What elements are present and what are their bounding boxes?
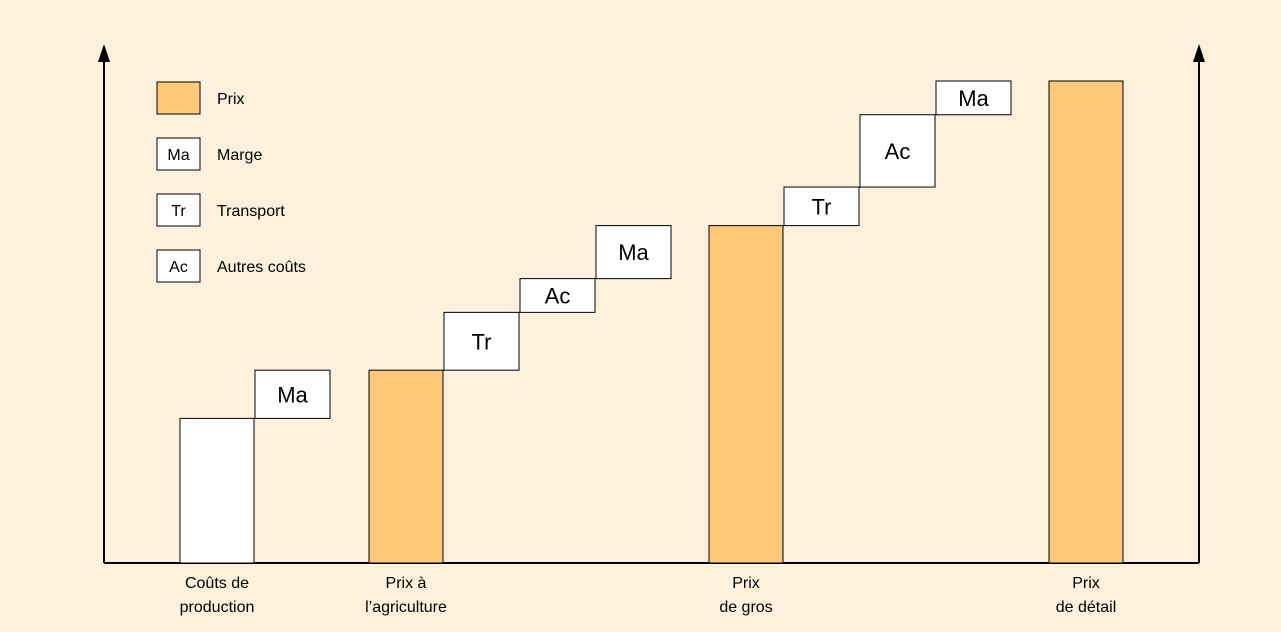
axes	[98, 44, 1205, 564]
legend-swatch-0	[156, 81, 201, 115]
step-label-1: Tr	[472, 329, 492, 354]
step-label-0: Ma	[277, 382, 308, 407]
category-label-3-line-0: Prix	[1072, 575, 1100, 592]
step-box-2	[519, 278, 596, 313]
step-box-0	[254, 369, 331, 419]
bar-2	[708, 225, 784, 564]
legend-abbr-1: Ma	[167, 147, 189, 164]
bar-3	[1048, 80, 1124, 564]
legend-swatch-1	[156, 137, 201, 171]
category-label-0-line-0: Coûts de	[185, 575, 249, 592]
category-label-2-line-1: de gros	[719, 599, 772, 616]
legend-abbr-3: Ac	[169, 259, 188, 276]
bar-1	[368, 369, 444, 564]
legend-swatch-2	[156, 193, 201, 227]
legend-abbr-2: Tr	[171, 203, 186, 220]
y-axis-right-arrow	[1193, 44, 1205, 62]
legend-swatch-3	[156, 249, 201, 283]
category-labels: Coûts de production Prix à l’agriculture Pri…	[180, 575, 1117, 616]
legend-label-1: Marge	[217, 147, 262, 164]
legend-label-0: Prix	[217, 91, 245, 108]
legend-label-3: Autres coûts	[217, 259, 306, 276]
category-label-0-line-1: production	[180, 599, 255, 616]
step-box-1	[443, 311, 520, 371]
step-box-5	[859, 114, 936, 188]
legend-label-2: Transport	[217, 203, 285, 220]
bar-0	[179, 417, 255, 564]
category-label-1-line-1: l’agriculture	[365, 599, 447, 616]
bars	[179, 80, 1124, 564]
category-label-1-line-0: Prix à	[386, 575, 427, 592]
y-axis-left-arrow	[98, 44, 110, 62]
step-label-2: Ac	[545, 283, 571, 308]
step-box-6	[935, 80, 1012, 116]
step-label-6: Ma	[958, 86, 989, 111]
step-box-4	[783, 186, 860, 227]
legend: Prix Ma Marge Tr Transport Ac Autres coûts	[156, 81, 306, 283]
step-label-5: Ac	[885, 139, 911, 164]
step-label-4: Tr	[812, 194, 832, 219]
step-components: Ma Tr Ac Ma Tr Ac Ma	[254, 80, 1012, 419]
category-label-2-line-0: Prix	[732, 575, 760, 592]
step-label-3: Ma	[618, 240, 649, 265]
category-label-3-line-1: de détail	[1056, 599, 1117, 616]
step-box-3	[595, 225, 672, 280]
